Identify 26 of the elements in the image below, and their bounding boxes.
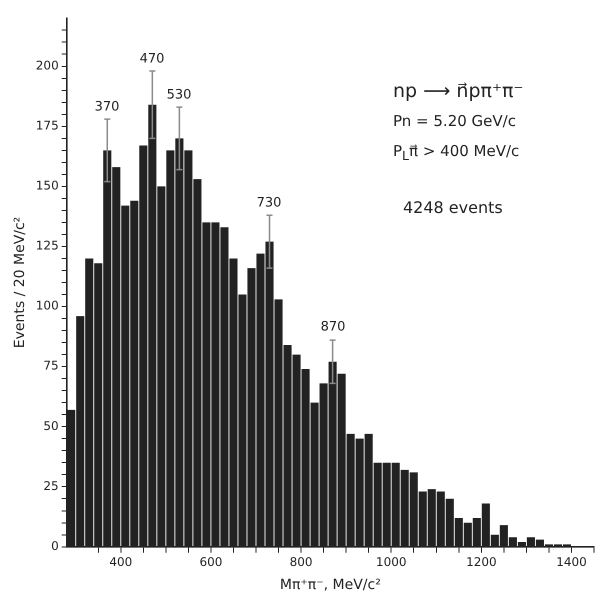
- annotation: 870: [320, 320, 346, 334]
- y-tick-label: 75: [43, 358, 59, 373]
- y-tick-label: 200: [36, 58, 59, 72]
- y-tick-label: 125: [36, 238, 59, 253]
- x-tick-label: 800: [290, 555, 313, 570]
- y-tick-label: 175: [36, 118, 59, 132]
- x-tick-label: 600: [199, 555, 222, 570]
- x-tick-label: 400: [109, 555, 132, 570]
- y-tick-label: 50: [43, 418, 59, 433]
- annotation: 530: [166, 88, 192, 102]
- y-axis-title: Events / 20 MeV/c²: [12, 216, 28, 348]
- annotation: Pn = 5.20 GeV/c: [393, 111, 517, 132]
- x-tick-label: 1200: [466, 555, 497, 570]
- annotation: 730: [256, 196, 282, 210]
- annotation: 4248 events: [403, 198, 503, 217]
- annotation: P$_{L}$π⃗ > 400 MeV/c: [393, 141, 520, 165]
- annotation: np ⟶ n⃗pπ⁺π⁻: [393, 79, 524, 104]
- y-tick-label: 150: [36, 178, 59, 193]
- y-tick-label: 0: [51, 538, 59, 553]
- y-tick-label: 100: [36, 298, 59, 313]
- annotation: 370: [94, 100, 120, 114]
- x-axis-title: Mπ⁺π⁻, MeV/c²: [280, 577, 381, 594]
- y-tick-label: 25: [43, 478, 59, 493]
- annotation: 470: [140, 52, 164, 66]
- x-tick-label: 1400: [556, 555, 587, 570]
- x-tick-label: 1000: [376, 555, 406, 570]
